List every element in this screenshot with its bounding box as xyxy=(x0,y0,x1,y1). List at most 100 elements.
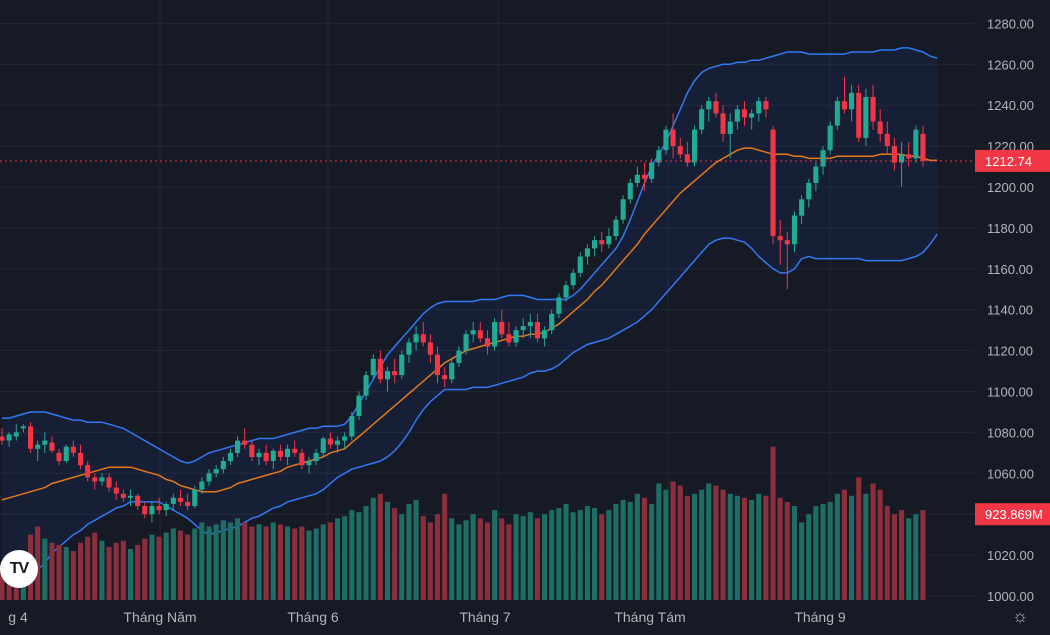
candle[interactable] xyxy=(85,461,91,482)
candle[interactable] xyxy=(392,358,398,384)
candle[interactable] xyxy=(42,432,48,453)
candle[interactable] xyxy=(320,436,326,457)
candle[interactable] xyxy=(377,350,383,384)
candle[interactable] xyxy=(542,326,548,347)
candle[interactable] xyxy=(884,121,890,155)
candle[interactable] xyxy=(113,481,119,500)
candle[interactable] xyxy=(534,313,540,343)
candle[interactable] xyxy=(120,489,126,502)
candle[interactable] xyxy=(649,158,655,183)
time-axis[interactable]: g 4 Tháng Năm Tháng 6 Tháng 7 Tháng Tám Tháng… xyxy=(8,609,846,625)
candle[interactable] xyxy=(413,326,419,351)
candle[interactable] xyxy=(142,501,148,519)
price-axis[interactable]: 1280.001260.001240.001220.001200.001180.… xyxy=(975,16,1050,604)
candle[interactable] xyxy=(784,232,790,290)
candle[interactable] xyxy=(856,84,862,142)
candle[interactable] xyxy=(135,493,141,511)
volume-tag[interactable] xyxy=(975,503,1050,526)
candle[interactable] xyxy=(192,485,198,509)
candle[interactable] xyxy=(920,125,926,167)
candle[interactable] xyxy=(777,219,783,265)
candle[interactable] xyxy=(613,215,619,241)
candle[interactable] xyxy=(634,166,640,187)
candle[interactable] xyxy=(235,436,241,457)
candle[interactable] xyxy=(370,354,376,380)
candle[interactable] xyxy=(470,322,476,343)
candle[interactable] xyxy=(627,178,633,204)
candle[interactable] xyxy=(220,456,226,474)
candle[interactable] xyxy=(791,211,797,253)
candle[interactable] xyxy=(170,493,176,511)
candle[interactable] xyxy=(563,281,569,302)
candle[interactable] xyxy=(349,412,355,441)
candle[interactable] xyxy=(642,162,648,192)
candle[interactable] xyxy=(599,232,605,253)
candle[interactable] xyxy=(285,444,291,466)
candle[interactable] xyxy=(292,440,298,457)
candle[interactable] xyxy=(463,330,469,355)
candle[interactable] xyxy=(363,371,369,400)
candle[interactable] xyxy=(335,436,341,453)
candle[interactable] xyxy=(577,252,583,277)
candle[interactable] xyxy=(449,358,455,384)
candle[interactable] xyxy=(663,125,669,155)
candle[interactable] xyxy=(299,448,305,470)
candle[interactable] xyxy=(692,125,698,167)
candle[interactable] xyxy=(684,142,690,167)
candle[interactable] xyxy=(899,142,905,187)
candle[interactable] xyxy=(28,422,34,453)
candle[interactable] xyxy=(13,424,19,441)
candle[interactable] xyxy=(520,317,526,339)
candle[interactable] xyxy=(670,113,676,159)
candle[interactable] xyxy=(484,330,490,355)
candle[interactable] xyxy=(834,97,840,130)
candle[interactable] xyxy=(213,465,219,478)
candle[interactable] xyxy=(620,195,626,224)
candle[interactable] xyxy=(356,391,362,421)
candle[interactable] xyxy=(277,444,283,461)
candle[interactable] xyxy=(477,322,483,343)
candle[interactable] xyxy=(177,489,183,506)
candle[interactable] xyxy=(913,125,919,163)
candle[interactable] xyxy=(849,84,855,122)
candle[interactable] xyxy=(549,309,555,335)
candle[interactable] xyxy=(734,105,740,130)
candle[interactable] xyxy=(420,322,426,347)
candle[interactable] xyxy=(713,92,719,118)
last-price-tag[interactable] xyxy=(975,149,1050,172)
candle[interactable] xyxy=(556,293,562,318)
candle[interactable] xyxy=(106,473,112,492)
candle[interactable] xyxy=(0,428,5,445)
candle[interactable] xyxy=(877,109,883,142)
candle[interactable] xyxy=(699,105,705,134)
candle[interactable] xyxy=(763,97,769,118)
candle[interactable] xyxy=(456,346,462,368)
candle[interactable] xyxy=(741,101,747,126)
candle[interactable] xyxy=(92,473,98,490)
gear-icon[interactable]: ☼ xyxy=(1011,606,1029,626)
candle[interactable] xyxy=(306,456,312,474)
candle[interactable] xyxy=(99,473,105,486)
candle[interactable] xyxy=(149,501,155,523)
tradingview-logo[interactable]: TV xyxy=(0,550,38,588)
candle[interactable] xyxy=(70,440,76,457)
candle[interactable] xyxy=(570,268,576,290)
candle[interactable] xyxy=(270,448,276,470)
candle[interactable] xyxy=(720,105,726,142)
candle[interactable] xyxy=(313,448,319,466)
candle[interactable] xyxy=(749,109,755,130)
candle[interactable] xyxy=(342,432,348,449)
candle[interactable] xyxy=(906,142,912,167)
candle[interactable] xyxy=(820,146,826,175)
candle[interactable] xyxy=(385,367,391,392)
candle[interactable] xyxy=(827,121,833,155)
candle[interactable] xyxy=(442,367,448,388)
candle[interactable] xyxy=(499,309,505,339)
candle[interactable] xyxy=(677,137,683,159)
candle[interactable] xyxy=(799,195,805,224)
candle[interactable] xyxy=(870,84,876,130)
price-candles[interactable] xyxy=(0,76,926,523)
candle[interactable] xyxy=(199,477,205,494)
candle[interactable] xyxy=(163,501,169,517)
